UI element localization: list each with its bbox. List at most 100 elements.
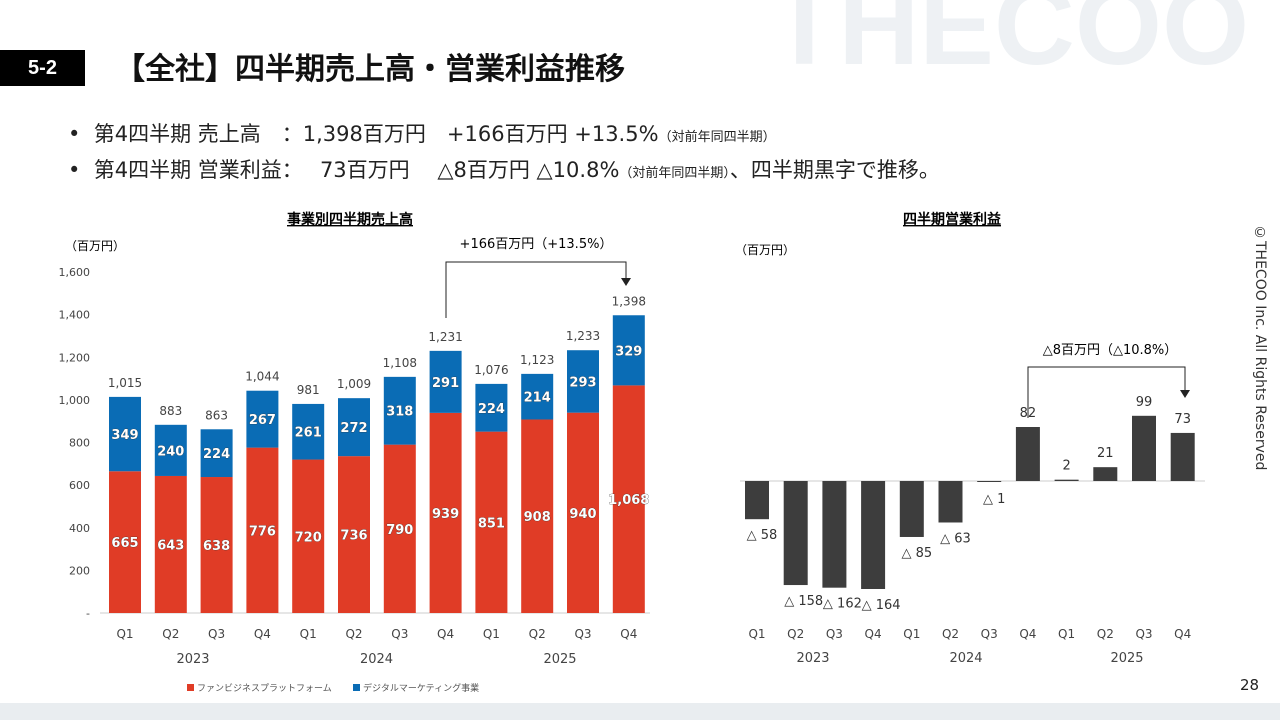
- bar-value-label: 224: [203, 447, 230, 462]
- x-tick-label: Q1: [116, 627, 133, 641]
- total-label: 1,108: [383, 356, 417, 370]
- bar-segment-fan: [246, 447, 279, 613]
- bar-value-label: 349: [111, 428, 138, 443]
- bar-segment-digital: [200, 429, 233, 478]
- x-tick-label: Q4: [620, 627, 637, 641]
- bar-segment-fan: [429, 412, 462, 613]
- x-tick-label: Q2: [162, 627, 179, 641]
- bar-value-label: 293: [569, 375, 596, 390]
- x-tick-label: Q3: [208, 627, 225, 641]
- profit-value-label: △ 85: [901, 546, 932, 561]
- bar-segment-digital: [292, 403, 325, 460]
- sales-chart-title: 事業別四半期売上高: [287, 211, 413, 228]
- bar-value-label: 261: [295, 426, 322, 441]
- profit-value-label: 2: [1062, 459, 1070, 474]
- x-tick-label: Q2: [942, 627, 959, 641]
- profit-bar: [745, 481, 769, 520]
- bar-segment-fan: [292, 459, 325, 613]
- bar-value-label: 240: [157, 444, 184, 459]
- bar-value-label: 329: [615, 344, 642, 359]
- y-tick-label: 1,400: [59, 309, 91, 322]
- profit-bar: [822, 481, 847, 588]
- sales-bracket: [445, 261, 627, 318]
- bar-segment-digital: [567, 350, 599, 413]
- bar-value-label: 908: [524, 510, 551, 525]
- bullet-note: （対前年同四半期）: [619, 166, 730, 181]
- profit-y-unit: （百万円）: [735, 243, 795, 257]
- bullet-sales: • 第4四半期 売上高 ：1,398百万円 +166百万円 +13.5%（対前年…: [68, 118, 776, 148]
- bullet-tail: 、四半期黒字で推移。: [729, 158, 940, 182]
- y-tick-label: 800: [69, 437, 90, 450]
- watermark-logo: THECOO: [770, 0, 1250, 88]
- bar-value-label: 939: [432, 507, 459, 522]
- x-tick-label: Q4: [437, 627, 454, 641]
- bar-segment-fan: [154, 475, 187, 613]
- x-tick-label: Q3: [574, 627, 591, 641]
- bar-segment-fan: [338, 456, 370, 613]
- profit-bar: [1093, 467, 1118, 481]
- footer-band: [0, 703, 1280, 720]
- profit-bar: [1015, 427, 1040, 481]
- legend-digital: デジタルマーケティング事業: [363, 682, 479, 694]
- profit-arrow: [1180, 390, 1190, 398]
- y-tick-label: 1,200: [59, 351, 91, 364]
- total-label: 863: [205, 408, 228, 422]
- x-tick-label: Q2: [529, 627, 546, 641]
- profit-bar: [899, 481, 924, 537]
- bar-value-label: 1,068: [608, 493, 649, 508]
- bar-value-label: 720: [295, 530, 322, 545]
- year-label: 2024: [949, 651, 982, 666]
- copyright: ©THECOO Inc. All Rights Reserved: [1252, 225, 1268, 471]
- total-label: 1,123: [520, 353, 554, 367]
- total-label: 1,009: [337, 377, 371, 391]
- y-tick-label: 400: [69, 522, 90, 535]
- bullet-note: （対前年同四半期）: [658, 130, 776, 145]
- x-tick-label: Q4: [1174, 627, 1191, 641]
- bar-segment-fan: [521, 419, 554, 613]
- total-label: 1,076: [474, 363, 508, 377]
- profit-value-label: △ 1: [983, 492, 1005, 507]
- y-tick-label: 600: [69, 479, 90, 492]
- profit-bar: [977, 481, 1002, 482]
- bar-value-label: 638: [203, 539, 230, 554]
- profit-value-label: △ 164: [862, 598, 901, 613]
- profit-value-label: △ 63: [940, 531, 971, 546]
- x-tick-label: Q3: [391, 627, 408, 641]
- profit-bar: [783, 481, 808, 586]
- bar-segment-digital: [154, 424, 187, 476]
- profit-value-label: 73: [1174, 412, 1191, 427]
- bullet-profit: • 第4四半期 営業利益： 73百万円 △8百万円 △10.8%（対前年同四半期…: [68, 154, 940, 184]
- legend-fan: ファンビジネスプラットフォーム: [197, 683, 332, 694]
- x-tick-label: Q1: [483, 627, 500, 641]
- bar-segment-digital: [475, 383, 508, 432]
- profit-value-label: △ 158: [784, 594, 823, 609]
- legend-swatch-fan: [187, 684, 194, 691]
- x-tick-label: Q2: [787, 627, 804, 641]
- bar-value-label: 267: [249, 413, 276, 428]
- profit-value-label: 99: [1136, 395, 1153, 410]
- total-label: 981: [297, 383, 320, 397]
- bar-value-label: 665: [111, 536, 138, 551]
- sales-annotation: +166百万円（+13.5%）: [460, 237, 613, 252]
- bar-value-label: 224: [478, 402, 505, 417]
- x-tick-label: Q3: [1135, 627, 1152, 641]
- year-label: 2025: [543, 652, 576, 667]
- bar-segment-fan: [200, 477, 233, 613]
- year-label: 2025: [1110, 651, 1143, 666]
- year-label: 2023: [176, 652, 209, 667]
- y-tick-label: 1,000: [59, 394, 91, 407]
- bar-value-label: 736: [340, 529, 367, 544]
- bar-segment-fan: [383, 444, 416, 613]
- profit-chart-title: 四半期営業利益: [903, 211, 1001, 228]
- bar-segment-fan: [567, 412, 599, 613]
- total-label: 883: [159, 404, 182, 418]
- profit-annotation: △8百万円（△10.8%）: [1043, 343, 1178, 358]
- x-tick-label: Q1: [903, 627, 920, 641]
- total-label: 1,231: [428, 330, 462, 344]
- bar-value-label: 940: [569, 507, 596, 522]
- bar-value-label: 291: [432, 376, 459, 391]
- x-tick-label: Q4: [254, 627, 271, 641]
- y-tick-label: -: [86, 607, 90, 620]
- profit-bar: [861, 481, 886, 589]
